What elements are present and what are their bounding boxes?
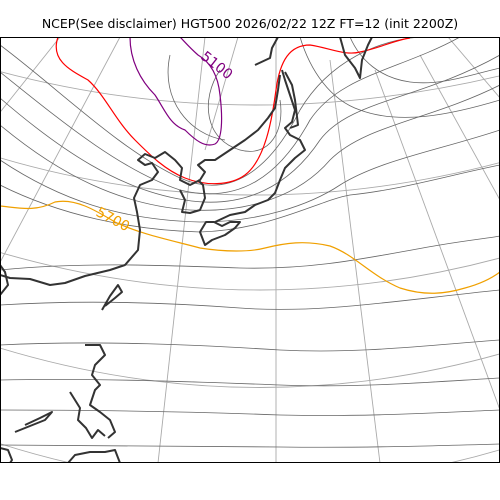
coastline-left-mainland — [0, 264, 9, 296]
height-contours — [0, 37, 500, 448]
coastline-philippines-central — [69, 391, 106, 439]
coastline-kyushu — [199, 221, 241, 246]
coastline-kamchatka — [339, 37, 373, 79]
coastline-philippines-luzon — [85, 344, 116, 439]
coastline-japan-honshu — [214, 69, 306, 223]
map-canvas: 5100 5700 — [0, 37, 500, 463]
contour-5100 — [129, 37, 223, 146]
contour-5400 — [55, 37, 411, 185]
coastline-mindanao — [67, 449, 121, 463]
coastline-taiwan — [101, 284, 123, 311]
coastline-sakhalin — [254, 37, 279, 66]
coastline-left-edge — [0, 447, 13, 463]
graticule-meridians — [0, 37, 500, 463]
coastline-hokkaido — [284, 71, 299, 129]
contour-5700 — [0, 200, 500, 294]
coastline-borneo-north — [14, 411, 53, 433]
graticule-latitudes — [0, 71, 500, 463]
contour-label-5700: 5700 — [93, 204, 132, 235]
coastline-asia — [0, 74, 281, 286]
coastlines — [0, 37, 373, 463]
page-title: NCEP(See disclaimer) HGT500 2026/02/22 1… — [41, 16, 459, 31]
map-panel: 5100 5700 — [0, 37, 500, 463]
coastline-korea — [179, 179, 206, 214]
